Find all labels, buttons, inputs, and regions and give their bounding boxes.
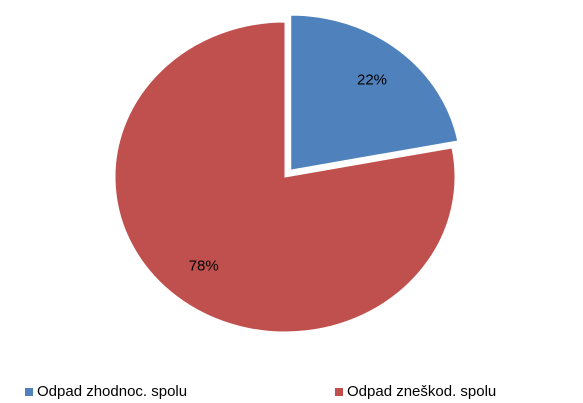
pie-slice — [290, 14, 459, 171]
legend-label: Odpad zhodnoc. spolu — [37, 383, 187, 400]
data-label: 78% — [189, 258, 219, 275]
legend-swatch — [335, 388, 343, 396]
data-label: 22% — [357, 71, 387, 88]
legend-label: Odpad zneškod. spolu — [347, 383, 496, 400]
pie-slice — [114, 21, 456, 333]
legend-swatch — [25, 388, 33, 396]
